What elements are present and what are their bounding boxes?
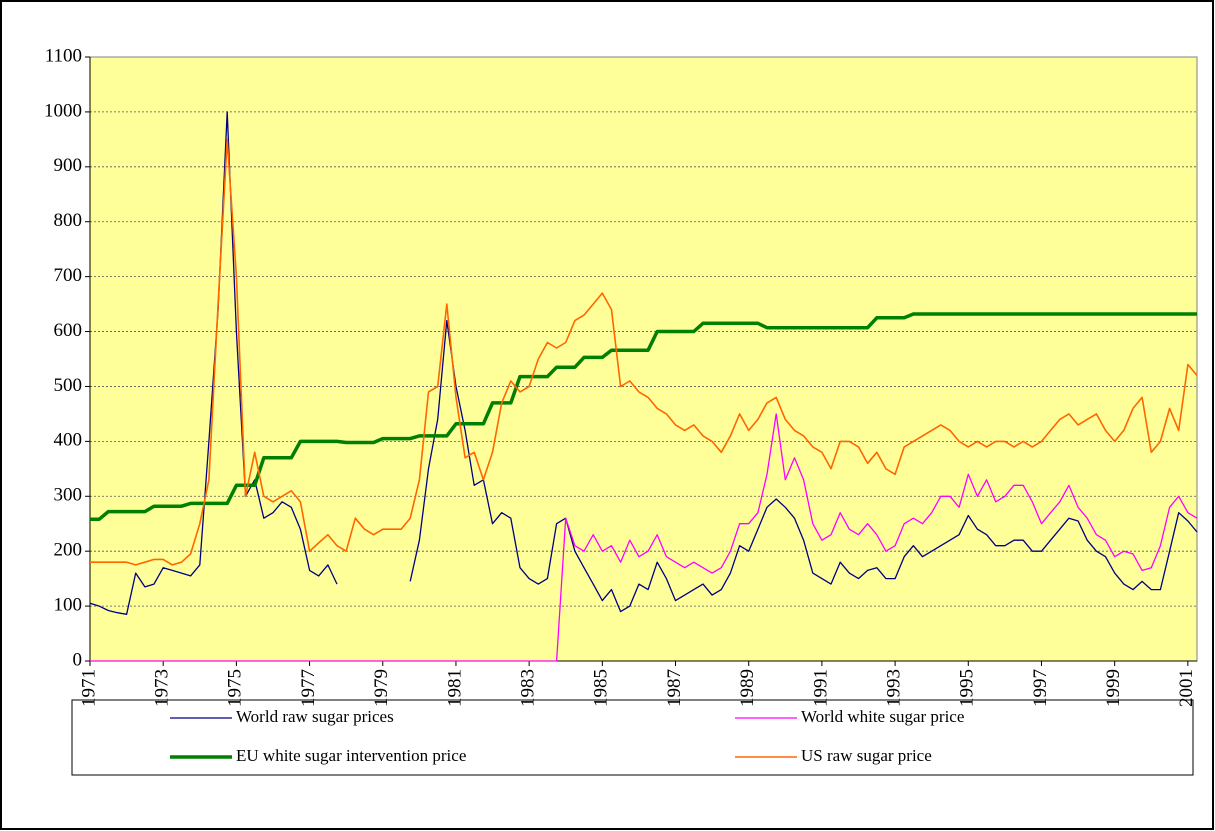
x-tick-label: 1983: [517, 669, 538, 707]
legend-box: [71, 699, 1194, 776]
x-tick-label: 1973: [152, 669, 173, 707]
y-tick-label: 600: [54, 320, 83, 341]
y-tick-label: 0: [73, 649, 83, 670]
x-tick-label: 1977: [298, 669, 319, 707]
series-line: [89, 111, 1198, 615]
x-tick-label: 1997: [1030, 669, 1051, 707]
x-tick-label: 1993: [883, 669, 904, 707]
y-tick-label: 900: [54, 155, 83, 176]
y-tick-label: 200: [54, 540, 83, 561]
x-tick-label: 1971: [78, 669, 99, 707]
x-tick-label: 1987: [664, 669, 685, 707]
series-line: [90, 413, 1198, 662]
y-tick-label: 500: [54, 375, 83, 396]
y-tick-label: 100: [54, 594, 83, 615]
x-tick-label: 1985: [591, 669, 612, 707]
y-tick-label: 400: [54, 430, 83, 451]
x-tick-label: 1991: [810, 669, 831, 707]
series-line: [90, 138, 1198, 566]
y-tick-label: 300: [54, 485, 83, 506]
plot-area: [89, 56, 1198, 662]
y-tick-label: 1100: [45, 45, 82, 66]
y-tick-label: 1000: [44, 100, 82, 121]
series-line: [90, 312, 1197, 522]
x-tick-label: 1989: [737, 669, 758, 707]
x-tick-label: 1975: [225, 669, 246, 707]
y-tick-label: 700: [54, 265, 83, 286]
legend-label: World white sugar price: [801, 707, 964, 726]
y-tick-label: 800: [54, 210, 83, 231]
x-tick-label: 1981: [444, 669, 465, 707]
x-tick-label: 1979: [371, 669, 392, 707]
legend-label: World raw sugar prices: [236, 707, 394, 726]
legend-label: US raw sugar price: [801, 746, 932, 765]
x-tick-label: 1999: [1103, 669, 1124, 707]
x-tick-label: 2001: [1176, 669, 1197, 707]
legend-label: EU white sugar intervention price: [236, 746, 466, 765]
x-tick-label: 1995: [957, 669, 978, 707]
